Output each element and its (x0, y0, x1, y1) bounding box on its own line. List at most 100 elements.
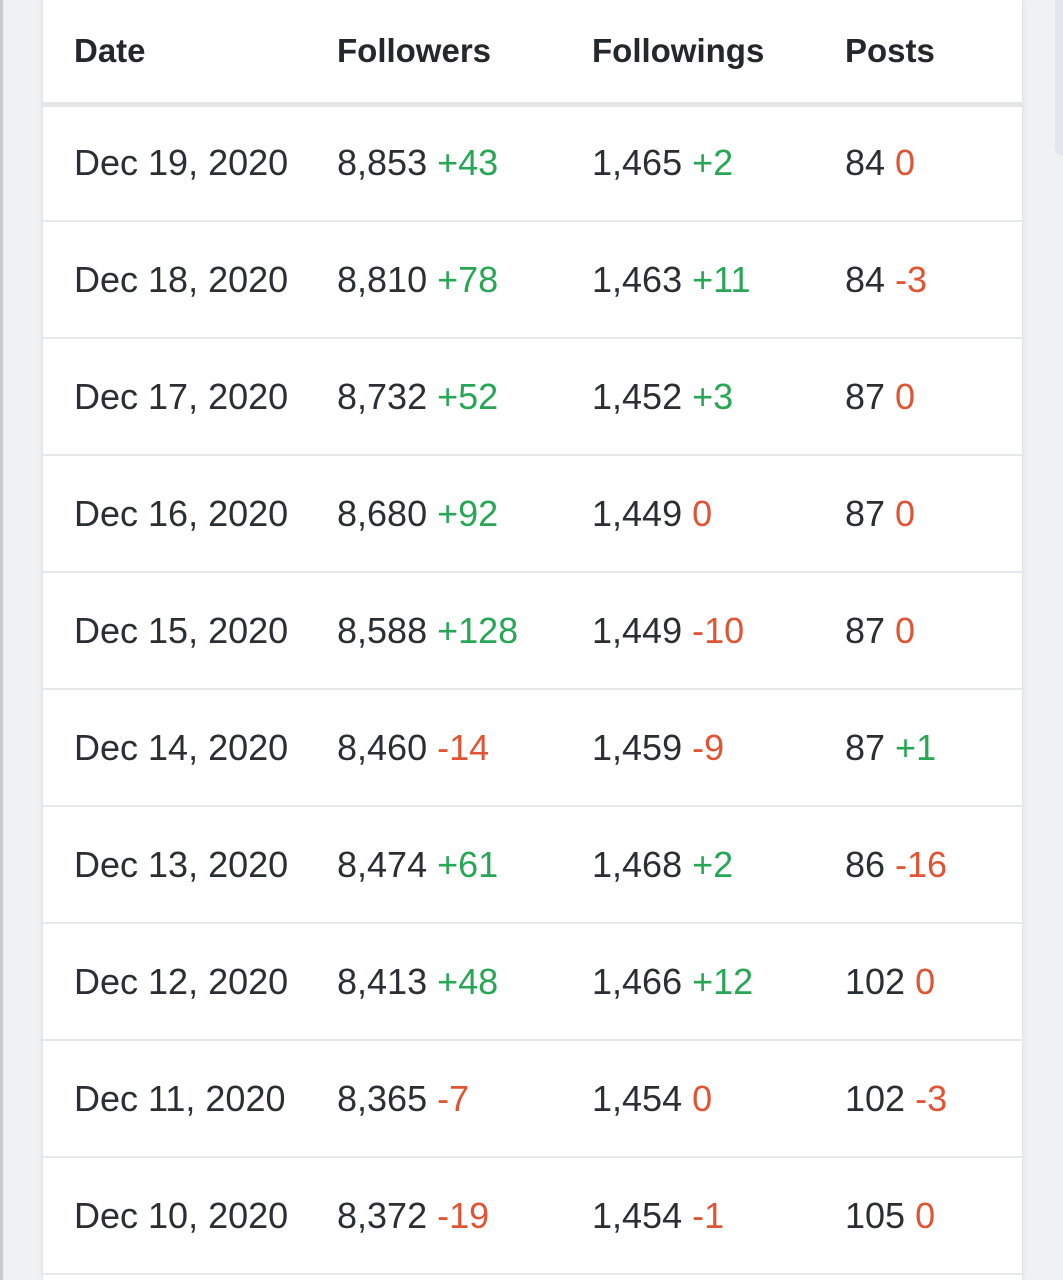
posts-delta: 0 (895, 375, 916, 417)
cell-posts: 84 0 (845, 104, 1022, 221)
posts-delta: -3 (895, 258, 928, 300)
followings-delta: 0 (692, 492, 713, 534)
followings-delta: +2 (692, 843, 734, 885)
posts-delta: -3 (915, 1077, 948, 1119)
table-row: Dec 10, 2020 8,372 -19 1,454 -1 105 0 (43, 1157, 1022, 1274)
followers-value: 8,680 (337, 492, 428, 534)
scroll-indicator[interactable] (1055, 0, 1063, 156)
cell-posts: 87 0 (845, 572, 1022, 689)
table-body: Dec 19, 2020 8,853 +43 1,465 +2 84 0 Dec 18… (43, 104, 1022, 1274)
header-followers[interactable]: Followers (337, 0, 592, 107)
cell-followings: 1,449 -10 (592, 572, 845, 689)
stats-card: Date Followers Followings Posts Dec 19, … (42, 0, 1023, 1280)
followings-delta: +2 (692, 142, 734, 184)
posts-value: 87 (845, 609, 886, 651)
cell-date: Dec 10, 2020 (74, 1194, 289, 1236)
cell-followers: 8,372 -19 (337, 1157, 592, 1274)
followings-value: 1,454 (592, 1194, 683, 1236)
followers-value: 8,365 (337, 1077, 428, 1119)
table-row: Dec 18, 2020 8,810 +78 1,463 +11 84 -3 (43, 221, 1022, 338)
cell-posts: 102 -3 (845, 1040, 1022, 1157)
header-date[interactable]: Date (43, 0, 337, 107)
table-row: Dec 17, 2020 8,732 +52 1,452 +3 87 0 (43, 338, 1022, 455)
header-posts[interactable]: Posts (845, 0, 1022, 107)
followings-value: 1,454 (592, 1077, 683, 1119)
posts-value: 87 (845, 726, 886, 768)
cell-date: Dec 14, 2020 (74, 726, 289, 768)
cell-followings: 1,459 -9 (592, 689, 845, 806)
stats-table: Date Followers Followings Posts Dec 19, … (43, 0, 1022, 1275)
posts-value: 84 (845, 258, 886, 300)
followers-delta: -14 (437, 726, 490, 768)
followers-delta: +92 (437, 492, 499, 534)
header-row: Date Followers Followings Posts (43, 0, 1022, 107)
cell-date: Dec 11, 2020 (74, 1077, 286, 1119)
followings-value: 1,466 (592, 960, 683, 1002)
posts-value: 102 (845, 1077, 906, 1119)
cell-followers: 8,810 +78 (337, 221, 592, 338)
cell-posts: 105 0 (845, 1157, 1022, 1274)
followings-value: 1,452 (592, 375, 683, 417)
cell-date: Dec 17, 2020 (74, 375, 289, 417)
followers-value: 8,372 (337, 1194, 428, 1236)
posts-delta: +1 (895, 726, 937, 768)
posts-delta: 0 (895, 609, 916, 651)
posts-value: 84 (845, 142, 886, 184)
followers-value: 8,853 (337, 142, 428, 184)
cell-followings: 1,454 -1 (592, 1157, 845, 1274)
cell-followers: 8,732 +52 (337, 338, 592, 455)
followers-value: 8,588 (337, 609, 428, 651)
followings-delta: -9 (692, 726, 725, 768)
followers-delta: +52 (437, 375, 499, 417)
followers-delta: -19 (437, 1194, 490, 1236)
posts-delta: 0 (895, 492, 916, 534)
cell-date: Dec 18, 2020 (74, 258, 289, 300)
table-row: Dec 19, 2020 8,853 +43 1,465 +2 84 0 (43, 104, 1022, 221)
cell-posts: 86 -16 (845, 806, 1022, 923)
followings-value: 1,465 (592, 142, 683, 184)
followings-delta: -1 (692, 1194, 725, 1236)
cell-followings: 1,449 0 (592, 455, 845, 572)
cell-posts: 84 -3 (845, 221, 1022, 338)
posts-value: 105 (845, 1194, 906, 1236)
table-row: Dec 15, 2020 8,588 +128 1,449 -10 87 0 (43, 572, 1022, 689)
screen-edge (0, 0, 3, 1280)
cell-followers: 8,680 +92 (337, 455, 592, 572)
cell-followings: 1,468 +2 (592, 806, 845, 923)
table-row: Dec 12, 2020 8,413 +48 1,466 +12 102 0 (43, 923, 1022, 1040)
posts-delta: 0 (915, 1194, 936, 1236)
cell-followers: 8,474 +61 (337, 806, 592, 923)
followers-value: 8,732 (337, 375, 428, 417)
cell-posts: 87 0 (845, 338, 1022, 455)
posts-value: 86 (845, 843, 886, 885)
followings-delta: +11 (692, 258, 751, 300)
followers-value: 8,460 (337, 726, 428, 768)
cell-date: Dec 12, 2020 (74, 960, 289, 1002)
cell-followers: 8,365 -7 (337, 1040, 592, 1157)
posts-delta: 0 (915, 960, 936, 1002)
followers-delta: +78 (437, 258, 499, 300)
followings-value: 1,449 (592, 609, 683, 651)
cell-date: Dec 13, 2020 (74, 843, 289, 885)
header-followings[interactable]: Followings (592, 0, 845, 107)
followers-delta: +43 (437, 142, 499, 184)
posts-value: 102 (845, 960, 906, 1002)
followers-delta: -7 (437, 1077, 470, 1119)
cell-posts: 87 +1 (845, 689, 1022, 806)
table-row: Dec 13, 2020 8,474 +61 1,468 +2 86 -16 (43, 806, 1022, 923)
followers-value: 8,810 (337, 258, 428, 300)
followings-delta: 0 (692, 1077, 713, 1119)
cell-followings: 1,465 +2 (592, 104, 845, 221)
followers-delta: +48 (437, 960, 499, 1002)
posts-value: 87 (845, 375, 886, 417)
table-header: Date Followers Followings Posts (43, 0, 1022, 107)
followers-value: 8,413 (337, 960, 428, 1002)
cell-posts: 87 0 (845, 455, 1022, 572)
followings-delta: +3 (692, 375, 734, 417)
followers-delta: +61 (437, 843, 499, 885)
cell-followings: 1,452 +3 (592, 338, 845, 455)
followings-value: 1,468 (592, 843, 683, 885)
cell-followings: 1,466 +12 (592, 923, 845, 1040)
cell-followings: 1,463 +11 (592, 221, 845, 338)
